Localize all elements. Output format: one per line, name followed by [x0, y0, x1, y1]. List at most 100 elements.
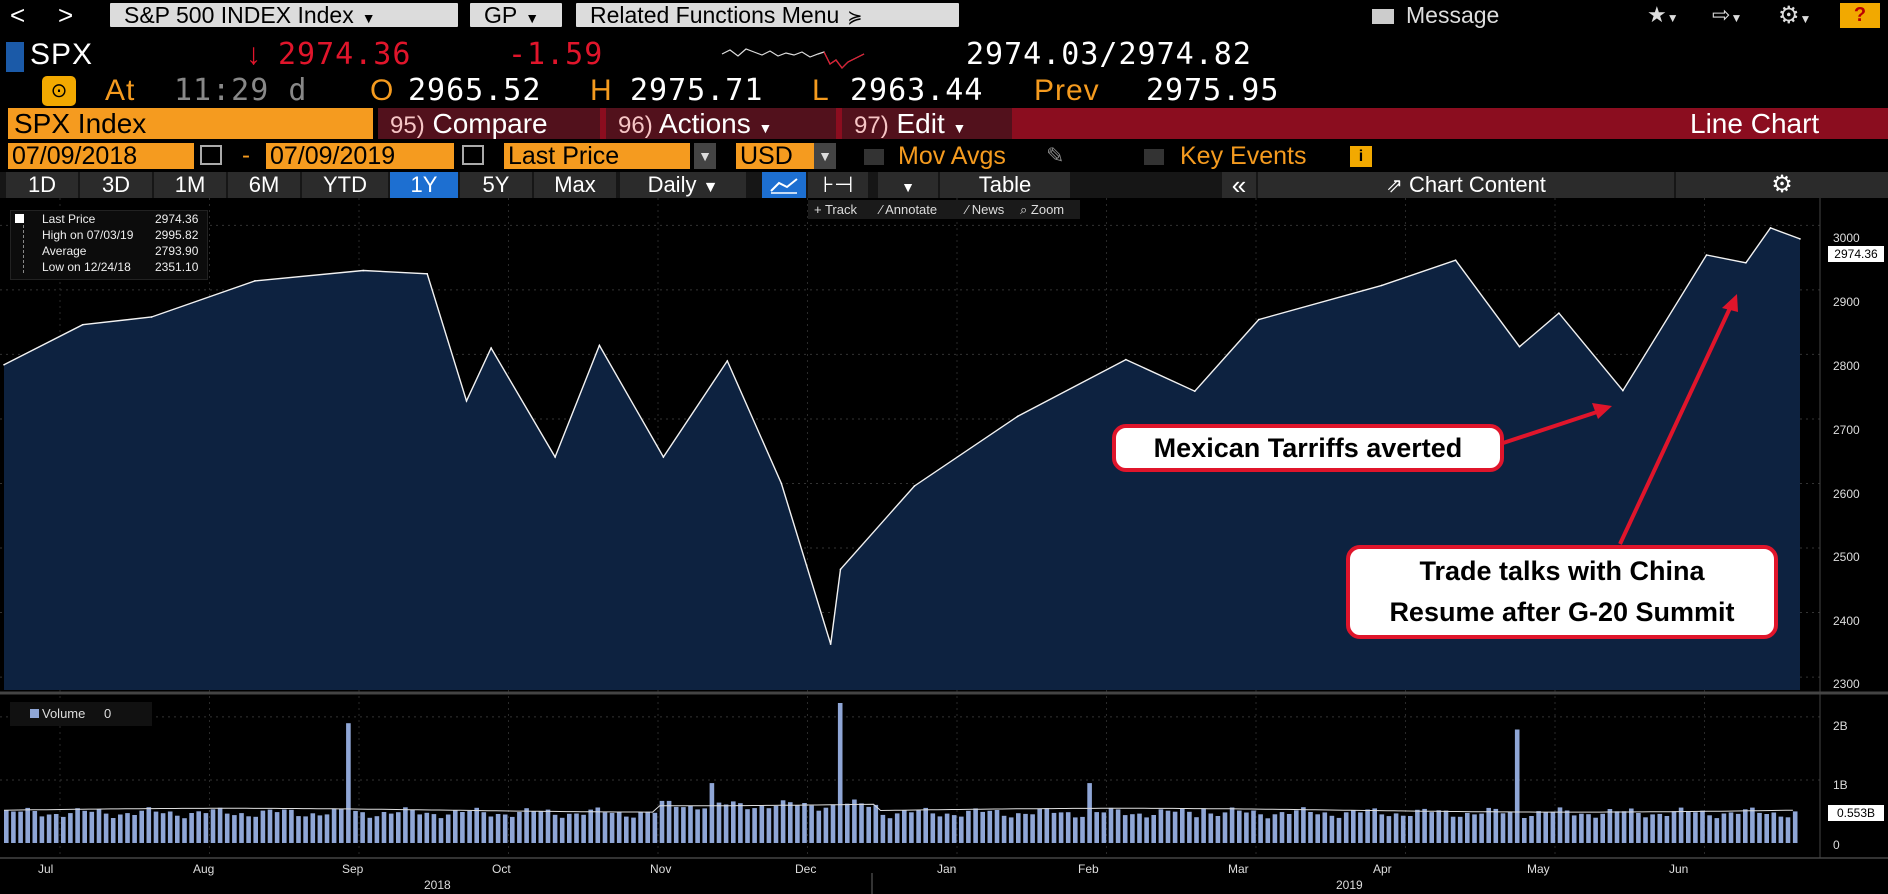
month-label: Jul — [38, 862, 54, 876]
info-icon[interactable]: i — [1350, 146, 1372, 167]
annotate-tool[interactable]: ⁄ Annotate — [880, 202, 938, 217]
volume-bar — [595, 807, 601, 843]
calendar-icon[interactable] — [200, 145, 222, 165]
gauge-icon[interactable]: ⊙ — [42, 76, 76, 106]
volume-bars — [4, 703, 1798, 843]
chart-content-button[interactable]: ⇗ Chart Content — [1258, 172, 1674, 198]
periodicity-label: Daily — [647, 172, 697, 197]
star-icon[interactable]: ★▼ — [1647, 2, 1679, 27]
range-5y[interactable]: 5Y — [460, 172, 532, 198]
volume-bar — [1137, 813, 1142, 843]
volume-bar — [53, 814, 59, 843]
key-events-checkbox[interactable] — [1144, 149, 1164, 165]
end-date-field[interactable]: 07/09/2019 — [266, 143, 454, 169]
month-label: Dec — [795, 862, 817, 876]
function-dropdown[interactable]: GP ▼ — [470, 3, 562, 27]
pencil-icon[interactable]: ✎ — [1046, 143, 1065, 168]
range-3d[interactable]: 3D — [80, 172, 152, 198]
quote-time: 11:29 d — [174, 73, 308, 108]
line-chart-icon[interactable] — [762, 172, 806, 198]
price-point — [1799, 238, 1801, 240]
news-tool[interactable]: ⁄ News — [966, 202, 1005, 217]
chart-settings-gear-icon[interactable]: ⚙ — [1676, 172, 1888, 198]
actions-button[interactable]: 96) Actions ▼ — [606, 108, 836, 139]
calendar-icon[interactable] — [462, 145, 484, 165]
zoom-tool[interactable]: ⌕ Zoom — [1020, 202, 1065, 217]
volume-bar — [902, 810, 907, 843]
volume-bar — [1194, 817, 1199, 843]
china-callout[interactable]: Trade talks with China Resume after G-20… — [1346, 545, 1778, 639]
volume-bar — [973, 808, 978, 843]
start-date-field[interactable]: 07/09/2018 — [8, 143, 194, 169]
volume-bar — [96, 809, 102, 843]
y-tick-label: 2500 — [1833, 550, 1860, 564]
mov-avgs-checkbox[interactable] — [864, 149, 884, 165]
volume-bar — [167, 811, 173, 843]
field-selector[interactable]: Last Price — [504, 143, 690, 169]
chevron-down-icon[interactable]: ▼ — [694, 143, 716, 169]
volume-bar — [845, 803, 850, 843]
related-functions-menu[interactable]: Related Functions Menu ≽ — [576, 3, 959, 27]
range-ytd[interactable]: YTD — [302, 172, 388, 198]
export-icon[interactable]: ⇨▼ — [1712, 2, 1743, 27]
back-button[interactable]: < — [10, 0, 26, 30]
volume-bar — [1115, 809, 1121, 843]
table-button[interactable]: Table — [940, 172, 1070, 198]
volume-bar — [1415, 809, 1420, 843]
range-6m[interactable]: 6M — [228, 172, 300, 198]
track-tool[interactable]: + Track — [814, 202, 857, 217]
volume-bar — [1001, 815, 1007, 843]
volume-bar — [224, 813, 230, 843]
volume-tag: 0.553B — [1828, 805, 1884, 821]
volume-bar — [666, 800, 672, 843]
currency-selector[interactable]: USD — [736, 143, 818, 169]
volume-bar — [588, 809, 593, 843]
volume-bar — [780, 800, 786, 843]
volume-bar — [1507, 812, 1513, 843]
collapse-icon[interactable]: « — [1222, 172, 1256, 198]
volume-bar — [809, 805, 814, 843]
security-field[interactable]: SPX Index — [8, 108, 373, 139]
volume-bar — [702, 808, 707, 843]
chevron-down-icon[interactable]: ▼ — [814, 143, 836, 169]
volume-bar — [524, 808, 529, 843]
compare-button[interactable]: 95) Compare — [378, 108, 600, 139]
volume-bar — [1557, 807, 1563, 843]
volume-bar — [1372, 808, 1377, 843]
price-point — [1705, 254, 1708, 256]
message-button[interactable]: Message — [1372, 3, 1499, 28]
volume-swatch[interactable] — [30, 709, 39, 718]
legend-swatch[interactable] — [15, 214, 24, 223]
edit-button[interactable]: 97) Edit ▼ — [842, 108, 1012, 139]
volume-bar — [217, 807, 223, 843]
gear-icon[interactable]: ⚙▼ — [1778, 2, 1812, 29]
legend-high-label: High on 07/03/19 — [42, 228, 134, 242]
volume-bar — [253, 816, 258, 843]
chevron-down-icon[interactable]: ▼ — [878, 172, 938, 198]
volume-bar — [1122, 815, 1128, 843]
security-dropdown[interactable]: S&P 500 INDEX Index ▼ — [110, 3, 458, 27]
help-icon[interactable]: ? — [1840, 3, 1880, 28]
volume-bar — [1693, 812, 1698, 843]
volume-bar — [196, 811, 201, 843]
volume-bar — [1023, 813, 1028, 843]
range-1y[interactable]: 1Y — [390, 172, 458, 198]
volume-bar — [1607, 809, 1613, 843]
forward-button[interactable]: > — [58, 0, 74, 30]
volume-bar — [282, 809, 287, 843]
legend-average-value: 2793.90 — [155, 244, 199, 258]
mexico-callout[interactable]: Mexican Tarriffs averted — [1112, 424, 1504, 472]
month-label: Feb — [1078, 862, 1099, 876]
volume-bar — [1743, 809, 1748, 843]
price-point — [1745, 261, 1747, 264]
volume-bar — [923, 807, 928, 843]
volume-bar — [1329, 815, 1335, 843]
range-1d[interactable]: 1D — [6, 172, 78, 198]
periodicity-dropdown[interactable]: Daily ▼ — [620, 172, 746, 198]
volume-bar — [859, 803, 864, 843]
range-max[interactable]: Max — [534, 172, 616, 198]
volume-bar — [1365, 809, 1370, 843]
volume-bar — [1051, 812, 1057, 843]
bar-chart-icon[interactable]: ⊦⊣ — [808, 172, 868, 198]
range-1m[interactable]: 1M — [154, 172, 226, 198]
